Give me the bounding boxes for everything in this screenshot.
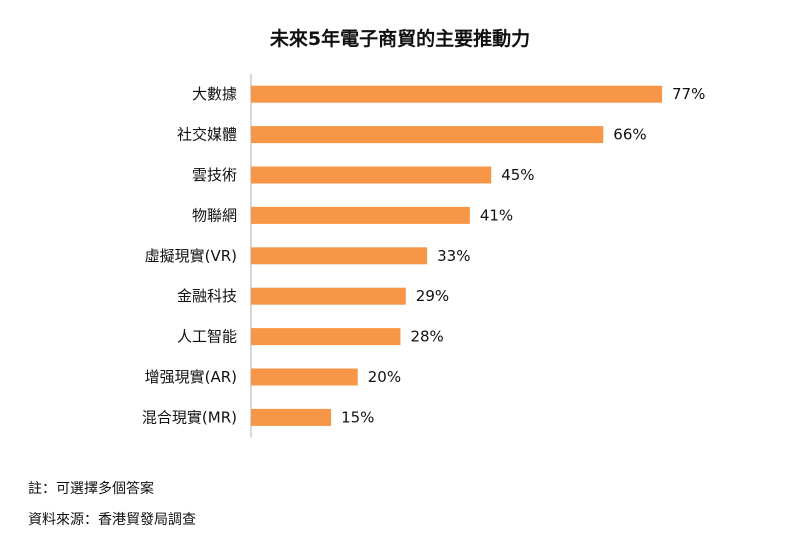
source-note: 資料來源：香港貿發局調查 <box>28 512 196 528</box>
footnote: 註：可選擇多個答案 <box>28 481 154 497</box>
bar <box>251 166 492 184</box>
category-label: 虛擬現實(VR) <box>145 247 237 265</box>
category-label: 物聯網 <box>192 206 237 224</box>
category-label: 大數據 <box>192 85 237 103</box>
bar <box>251 408 332 426</box>
value-label: 77% <box>672 85 705 103</box>
bars-group: 大數據 77% 社交媒體 66% 雲技術 45% 物聯網 41% 虛擬現實(VR) 33% 金融科技… <box>142 74 705 438</box>
value-label: 28% <box>410 328 443 346</box>
value-label: 29% <box>416 287 449 305</box>
category-label: 人工智能 <box>177 328 237 346</box>
value-label: 41% <box>480 206 513 224</box>
value-label: 66% <box>613 126 646 144</box>
category-label: 雲技術 <box>192 166 237 184</box>
value-label: 20% <box>368 368 401 386</box>
bar <box>251 287 406 305</box>
value-label: 33% <box>437 247 470 265</box>
bar <box>251 206 470 224</box>
category-label: 混合現實(MR) <box>142 408 237 426</box>
bar <box>251 328 401 346</box>
chart-title: 未來5年電子商貿的主要推動力 <box>269 28 531 50</box>
bar <box>251 368 358 386</box>
bar <box>251 247 428 265</box>
category-label: 增强現實(AR) <box>145 368 237 386</box>
category-label: 金融科技 <box>177 287 237 305</box>
bar <box>251 85 662 103</box>
category-label: 社交媒體 <box>177 126 237 144</box>
value-label: 45% <box>501 166 534 184</box>
value-label: 15% <box>341 408 374 426</box>
bar <box>251 126 604 144</box>
